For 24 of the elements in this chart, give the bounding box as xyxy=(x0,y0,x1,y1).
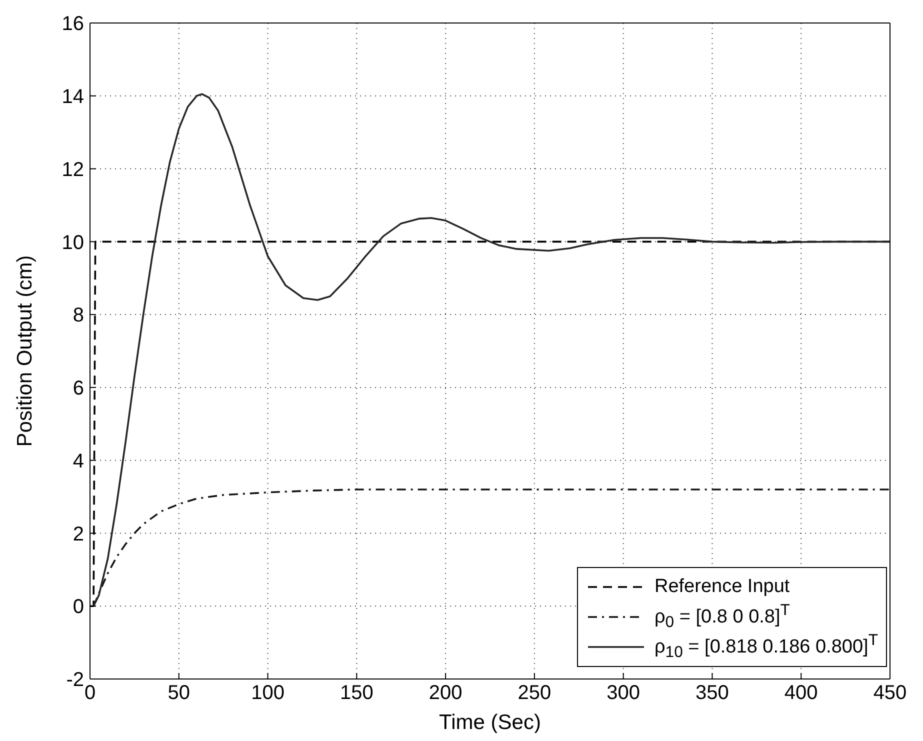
x-tick-label: 250 xyxy=(518,682,552,704)
y-tick-label: 6 xyxy=(72,378,84,400)
y-tick-label: 10 xyxy=(62,232,84,254)
legend-label: Reference Input xyxy=(654,576,790,598)
x-tick-label: 150 xyxy=(340,682,374,704)
x-tick-label: 350 xyxy=(696,682,729,704)
x-axis-title: Time (Sec) xyxy=(439,711,541,734)
x-tick-label: 300 xyxy=(606,682,640,704)
x-tick-label: 400 xyxy=(784,682,818,704)
y-tick-label: -2 xyxy=(66,669,84,692)
x-tick-label: 200 xyxy=(428,682,462,704)
y-tick-label: 8 xyxy=(72,304,84,327)
y-tick-label: 14 xyxy=(62,86,84,108)
y-tick-label: 4 xyxy=(72,450,84,472)
y-tick-label: 2 xyxy=(72,523,84,546)
y-tick-label: 12 xyxy=(62,158,84,181)
x-tick-label: 100 xyxy=(251,682,284,704)
legend-label: ρ$_{0}$ = [0.8 0 0.8]$^{T}$ xyxy=(654,602,790,632)
x-tick-label: 450 xyxy=(873,682,907,704)
legend-label: ρ$_{10}$ = [0.818 0.186 0.800]$^{T}$ xyxy=(654,632,878,662)
y-tick-label: 0 xyxy=(72,596,84,618)
y-tick-label: 16 xyxy=(62,13,84,36)
y-axis-title: Position Output (cm) xyxy=(13,255,36,447)
x-tick-label: 50 xyxy=(168,682,190,704)
